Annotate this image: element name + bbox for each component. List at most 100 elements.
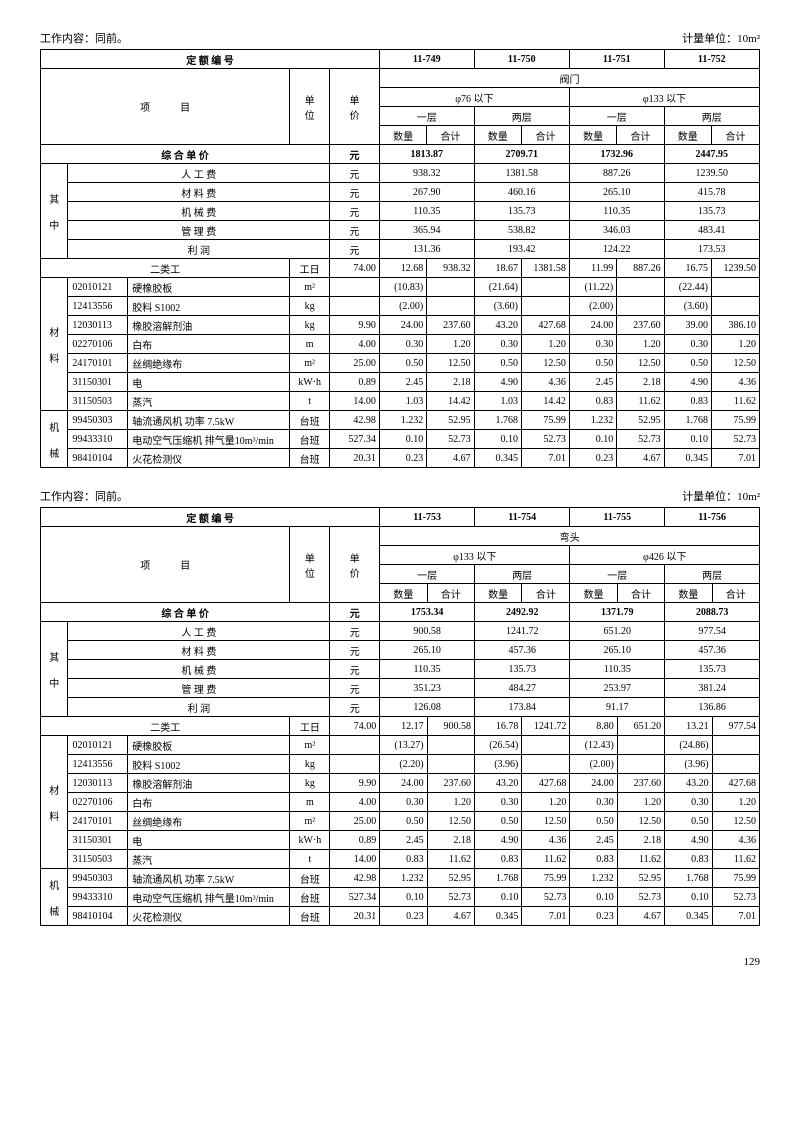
cost-name: 利 润 xyxy=(68,698,330,717)
mat-price: 14.00 xyxy=(330,392,380,411)
mat-val: 2.18 xyxy=(617,373,664,392)
labor-val: 938.32 xyxy=(427,259,474,278)
mat-val: 0.30 xyxy=(665,793,712,812)
sum-col: 合计 xyxy=(521,126,569,145)
yuan: 元 xyxy=(330,221,380,240)
mat-price xyxy=(330,736,380,755)
cost-value: 484.27 xyxy=(474,679,569,698)
cost-value: 110.35 xyxy=(380,660,475,679)
sum-col: 合计 xyxy=(617,126,664,145)
mat-code: 24170101 xyxy=(68,812,128,831)
mat-unit: t xyxy=(290,392,330,411)
mat-unit: m xyxy=(290,335,330,354)
mach-price: 20.31 xyxy=(330,449,380,468)
mat-val: 11.62 xyxy=(712,850,759,869)
cost-value: 346.03 xyxy=(569,221,664,240)
yuan: 元 xyxy=(330,145,380,164)
mat-val: 14.42 xyxy=(427,392,474,411)
mat-val: 237.60 xyxy=(427,316,474,335)
mat-val: (21.64) xyxy=(474,278,521,297)
mach-val: 4.67 xyxy=(427,907,474,926)
mat-val: 0.30 xyxy=(379,335,426,354)
mat-val: 0.30 xyxy=(664,335,711,354)
mat-val: 2.45 xyxy=(380,831,427,850)
mat-val: 0.50 xyxy=(474,354,521,373)
cost-value: 126.08 xyxy=(380,698,475,717)
cost-name: 人 工 费 xyxy=(68,622,330,641)
mat-val: (12.43) xyxy=(570,736,617,755)
mat-val: 0.30 xyxy=(380,793,427,812)
mat-val: 427.68 xyxy=(522,774,570,793)
labor-val: 977.54 xyxy=(712,717,759,736)
mat-val: 386.10 xyxy=(711,316,759,335)
mach-val: 4.67 xyxy=(617,907,664,926)
mat-code: 31150503 xyxy=(68,850,128,869)
mat-val: 1.20 xyxy=(617,793,664,812)
mat-val: 1.03 xyxy=(379,392,426,411)
mach-val: 1.768 xyxy=(665,869,712,888)
layer2: 两层 xyxy=(474,565,569,584)
cost-value: 415.78 xyxy=(664,183,759,202)
labor-val: 16.75 xyxy=(664,259,711,278)
mat-val: (10.83) xyxy=(379,278,426,297)
mach-val: 0.23 xyxy=(570,907,617,926)
cost-value: 135.73 xyxy=(665,660,760,679)
mach-name: 电动空气压缩机 排气量10m³/min xyxy=(128,888,290,907)
mat-val: 11.62 xyxy=(427,850,474,869)
diam1: φ76 以下 xyxy=(379,88,569,107)
cost-value: 900.58 xyxy=(380,622,475,641)
mat-val: 4.36 xyxy=(521,373,569,392)
cost-value: 1239.50 xyxy=(664,164,759,183)
mat-name: 橡胶溶解剂油 xyxy=(128,316,290,335)
cost-name: 利 润 xyxy=(68,240,330,259)
cost-name: 机 械 费 xyxy=(68,660,330,679)
mat-val: 2.18 xyxy=(427,831,474,850)
labor-val: 16.78 xyxy=(474,717,521,736)
mach-price: 42.98 xyxy=(330,411,380,430)
qizhong: 其中 xyxy=(41,164,68,259)
quota-code: 11-751 xyxy=(569,50,664,69)
mat-val: 12.50 xyxy=(522,812,570,831)
mat-name: 电 xyxy=(128,831,290,850)
mat-val: 0.50 xyxy=(569,354,616,373)
mach-val: 0.10 xyxy=(379,430,426,449)
category: 弯头 xyxy=(380,527,760,546)
mach-val: 75.99 xyxy=(711,411,759,430)
measure-unit: 计量单位：10m² xyxy=(682,488,760,504)
mat-name: 蒸汽 xyxy=(128,850,290,869)
mat-val: 1.20 xyxy=(427,793,474,812)
mat-name: 电 xyxy=(128,373,290,392)
mat-val: 24.00 xyxy=(380,774,427,793)
labor-val: 1239.50 xyxy=(711,259,759,278)
qty-col: 数量 xyxy=(379,126,426,145)
mach-name: 火花检测仪 xyxy=(128,449,290,468)
mach-val: 75.99 xyxy=(712,869,759,888)
mat-val xyxy=(522,755,570,774)
mat-val: 4.36 xyxy=(712,831,759,850)
cost-value: 267.90 xyxy=(379,183,474,202)
cost-value: 173.84 xyxy=(474,698,569,717)
mat-val: (22.44) xyxy=(664,278,711,297)
mach-val: 0.345 xyxy=(664,449,711,468)
cost-value: 265.10 xyxy=(380,641,475,660)
mat-val xyxy=(617,755,664,774)
mat-val: 237.60 xyxy=(427,774,474,793)
mat-val: 237.60 xyxy=(617,316,664,335)
mat-unit: t xyxy=(290,850,330,869)
mat-code: 12030113 xyxy=(68,774,128,793)
mach-name: 轴流通风机 功率 7.5kW xyxy=(128,411,290,430)
diam2: φ133 以下 xyxy=(569,88,759,107)
sum-col: 合计 xyxy=(711,126,759,145)
quota-code: 11-755 xyxy=(570,508,665,527)
mach-code: 99450303 xyxy=(68,411,128,430)
yuan: 元 xyxy=(330,698,380,717)
cost-value: 538.82 xyxy=(474,221,569,240)
layer2: 两层 xyxy=(474,107,569,126)
total-value: 2492.92 xyxy=(474,603,569,622)
mat-unit: m² xyxy=(290,812,330,831)
yuan: 元 xyxy=(330,641,380,660)
mat-val: 1.03 xyxy=(474,392,521,411)
cost-value: 457.36 xyxy=(474,641,569,660)
mat-val: (13.27) xyxy=(380,736,427,755)
mat-name: 丝绸绝缘布 xyxy=(128,812,290,831)
